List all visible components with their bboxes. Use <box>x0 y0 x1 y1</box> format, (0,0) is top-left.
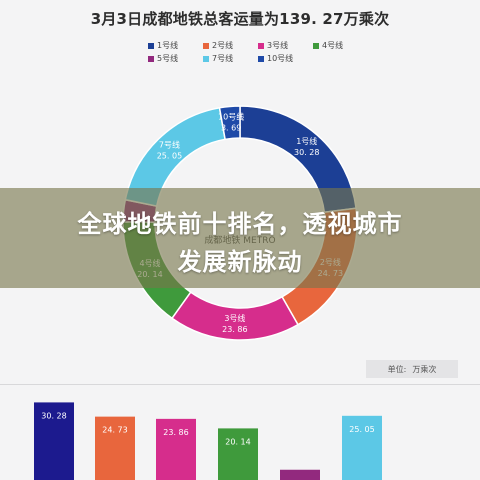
slice-name-label: 1号线 <box>296 136 317 146</box>
unit-label: 单位: <box>387 364 407 374</box>
legend-swatch <box>258 55 264 62</box>
chart-title: 3月3日成都地铁总客运量为139. 27万乘次 <box>90 10 390 28</box>
bar-value-label: 30. 28 <box>41 411 66 420</box>
legend-item: 4号线 <box>313 40 368 51</box>
legend-item: 2号线 <box>203 40 258 51</box>
legend-label: 1号线 <box>157 41 179 50</box>
slice-value-label: 25. 05 <box>157 152 182 161</box>
slice-name-label: 10号线 <box>218 111 244 121</box>
bar <box>156 418 196 480</box>
legend-item: 5号线 <box>148 53 203 64</box>
bar-value-label: 20. 14 <box>225 437 250 446</box>
bar <box>218 428 258 480</box>
legend-label: 10号线 <box>267 54 294 63</box>
legend-label: 5号线 <box>157 54 179 63</box>
legend-label: 2号线 <box>212 41 234 50</box>
slice-value-label: 23. 86 <box>222 325 247 334</box>
section-divider <box>0 384 480 385</box>
slice-value-label: 30. 28 <box>294 148 319 157</box>
bar-value-label: 23. 86 <box>163 428 188 437</box>
legend-item: 10号线 <box>258 53 313 64</box>
headline-line-2: 发展新脉动 <box>177 248 303 276</box>
legend-swatch <box>203 55 209 62</box>
legend-swatch <box>148 42 154 49</box>
bar <box>342 415 382 480</box>
legend-item: 3号线 <box>258 40 313 51</box>
unit-value: 万乘次 <box>412 364 437 374</box>
legend-label: 7号线 <box>212 54 234 63</box>
legend: 1号线 2号线 3号线 4号线 5号线 7号线 10号线 <box>148 40 368 64</box>
slice-value-label: 3. 69 <box>221 123 241 132</box>
headline-line-1: 全球地铁前十排名，透视城市 <box>77 210 403 238</box>
bar-value-label: 24. 73 <box>102 426 127 435</box>
headline-banner: 全球地铁前十排名，透视城市 发展新脉动 <box>0 188 480 288</box>
bar <box>95 416 135 480</box>
unit-label-box: 单位: 万乘次 <box>366 360 458 378</box>
donut-slice <box>218 105 241 141</box>
legend-swatch <box>258 42 264 49</box>
legend-item: 1号线 <box>148 40 203 51</box>
legend-swatch <box>148 55 154 62</box>
bar <box>34 402 74 480</box>
legend-label: 3号线 <box>267 41 289 50</box>
bar <box>280 469 320 480</box>
legend-swatch <box>313 42 319 49</box>
legend-label: 4号线 <box>322 41 344 50</box>
legend-swatch <box>203 42 209 49</box>
legend-item: 7号线 <box>203 53 258 64</box>
slice-name-label: 7号线 <box>159 140 180 150</box>
slice-name-label: 3号线 <box>224 313 245 323</box>
bar-value-label: 25. 05 <box>349 425 374 434</box>
